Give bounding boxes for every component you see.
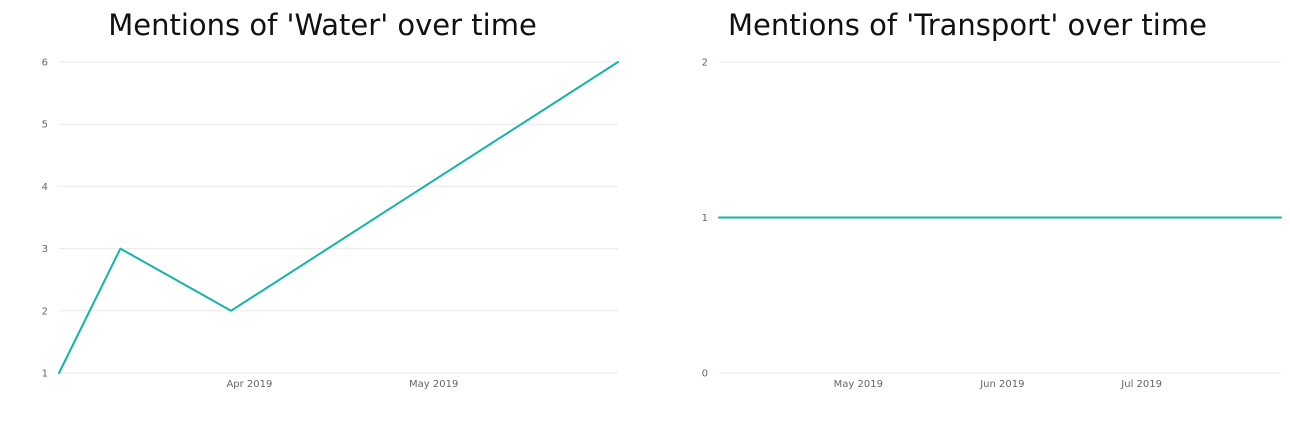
x-tick-label-water-1: May 2019 — [409, 379, 458, 390]
data-point-water-0 — [56, 370, 62, 376]
data-point-transport-0 — [716, 215, 722, 221]
y-tick-label-water-4: 5 — [42, 120, 48, 131]
y-tick-label-transport-1: 1 — [702, 213, 708, 224]
y-tick-label-water-3: 4 — [42, 182, 48, 193]
chart-title-transport: Mentions of 'Transport' over time — [728, 8, 1207, 42]
data-point-water-3 — [615, 59, 621, 65]
x-tick-label-water-0: Apr 2019 — [226, 379, 272, 390]
y-tick-label-transport-2: 2 — [702, 58, 708, 69]
y-tick-label-water-1: 2 — [42, 306, 48, 317]
y-tick-label-water-0: 1 — [42, 369, 48, 380]
data-point-transport-1 — [1278, 215, 1284, 221]
chart-title-water: Mentions of 'Water' over time — [108, 8, 537, 42]
x-tick-label-transport-2: Jul 2019 — [1120, 379, 1162, 390]
line-chart-water: 1 2 3 4 5 6 Apr 2019 May 2019 — [42, 58, 621, 390]
data-point-water-2 — [228, 308, 234, 314]
data-point-water-1 — [117, 246, 123, 252]
chart-panel-water: Mentions of 'Water' over time 1 2 3 4 5 6 Apr … — [42, 8, 621, 390]
y-tick-label-water-2: 3 — [42, 244, 48, 255]
y-tick-label-water-5: 6 — [42, 58, 48, 69]
x-tick-label-transport-1: Jun 2019 — [979, 379, 1024, 390]
series-line-water — [58, 61, 619, 374]
line-chart-transport: 0 1 2 May 2019 Jun 2019 Jul 2019 — [702, 58, 1284, 390]
x-tick-label-transport-0: May 2019 — [834, 379, 883, 390]
chart-panel-transport: Mentions of 'Transport' over time 0 1 2 May… — [645, 0, 1290, 433]
y-tick-label-transport-0: 0 — [702, 369, 708, 380]
